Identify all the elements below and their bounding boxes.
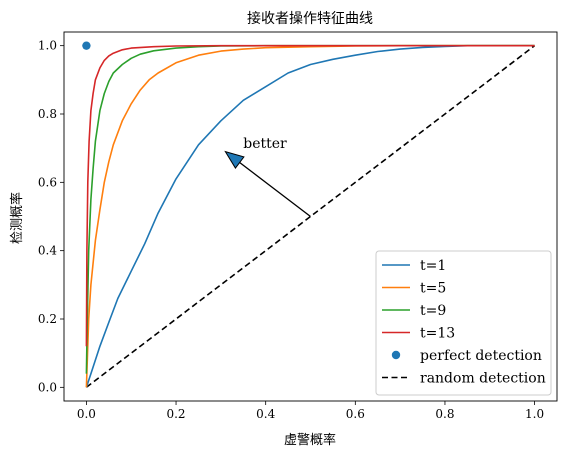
legend-label: t=5 [420, 281, 446, 297]
legend-label: t=1 [420, 258, 446, 274]
x-tick-label: 0.0 [77, 407, 96, 421]
y-tick-label: 0.2 [38, 312, 57, 326]
y-tick-label: 0.0 [38, 380, 57, 394]
x-tick-label: 1.0 [525, 407, 544, 421]
y-tick-label: 1.0 [38, 39, 57, 53]
legend-label: random detection [420, 371, 546, 387]
x-tick-label: 0.2 [166, 407, 185, 421]
x-tick-label: 0.6 [346, 407, 365, 421]
roc-series-1-line [85, 44, 535, 388]
perfect-detection-point [82, 41, 91, 50]
x-axis-label: 虚警概率 [284, 432, 336, 448]
legend-box [375, 250, 552, 396]
x-tick-label: 0.4 [256, 407, 275, 421]
chart-title: 接收者操作特征曲线 [247, 10, 373, 27]
plot-area: 0.0 0.2 0.4 0.6 0.8 1.0 0.0 0.2 0.4 0.6 0.8 1.0 bett… [38, 31, 558, 421]
y-tick-label: 0.6 [38, 175, 57, 189]
y-tick-label: 0.8 [38, 107, 57, 121]
axes-frame [63, 31, 558, 402]
better-arrow-shaft [239, 161, 311, 218]
legend-label: t=13 [420, 326, 455, 342]
y-axis-label: 检测概率 [9, 192, 25, 244]
x-tick-label: 0.8 [435, 407, 454, 421]
legend-label: t=9 [420, 303, 446, 319]
legend-marker [391, 350, 401, 360]
legend: t=1 t=5 t=9 t=13 perfect detection random det… [375, 250, 552, 396]
roc-series-4-line [85, 44, 535, 347]
y-tick-label: 0.4 [38, 244, 57, 258]
random-detection-line [85, 45, 536, 388]
better-annotation-label: better [243, 136, 287, 152]
legend-label: perfect detection [420, 348, 542, 364]
better-arrow-head [224, 150, 245, 169]
